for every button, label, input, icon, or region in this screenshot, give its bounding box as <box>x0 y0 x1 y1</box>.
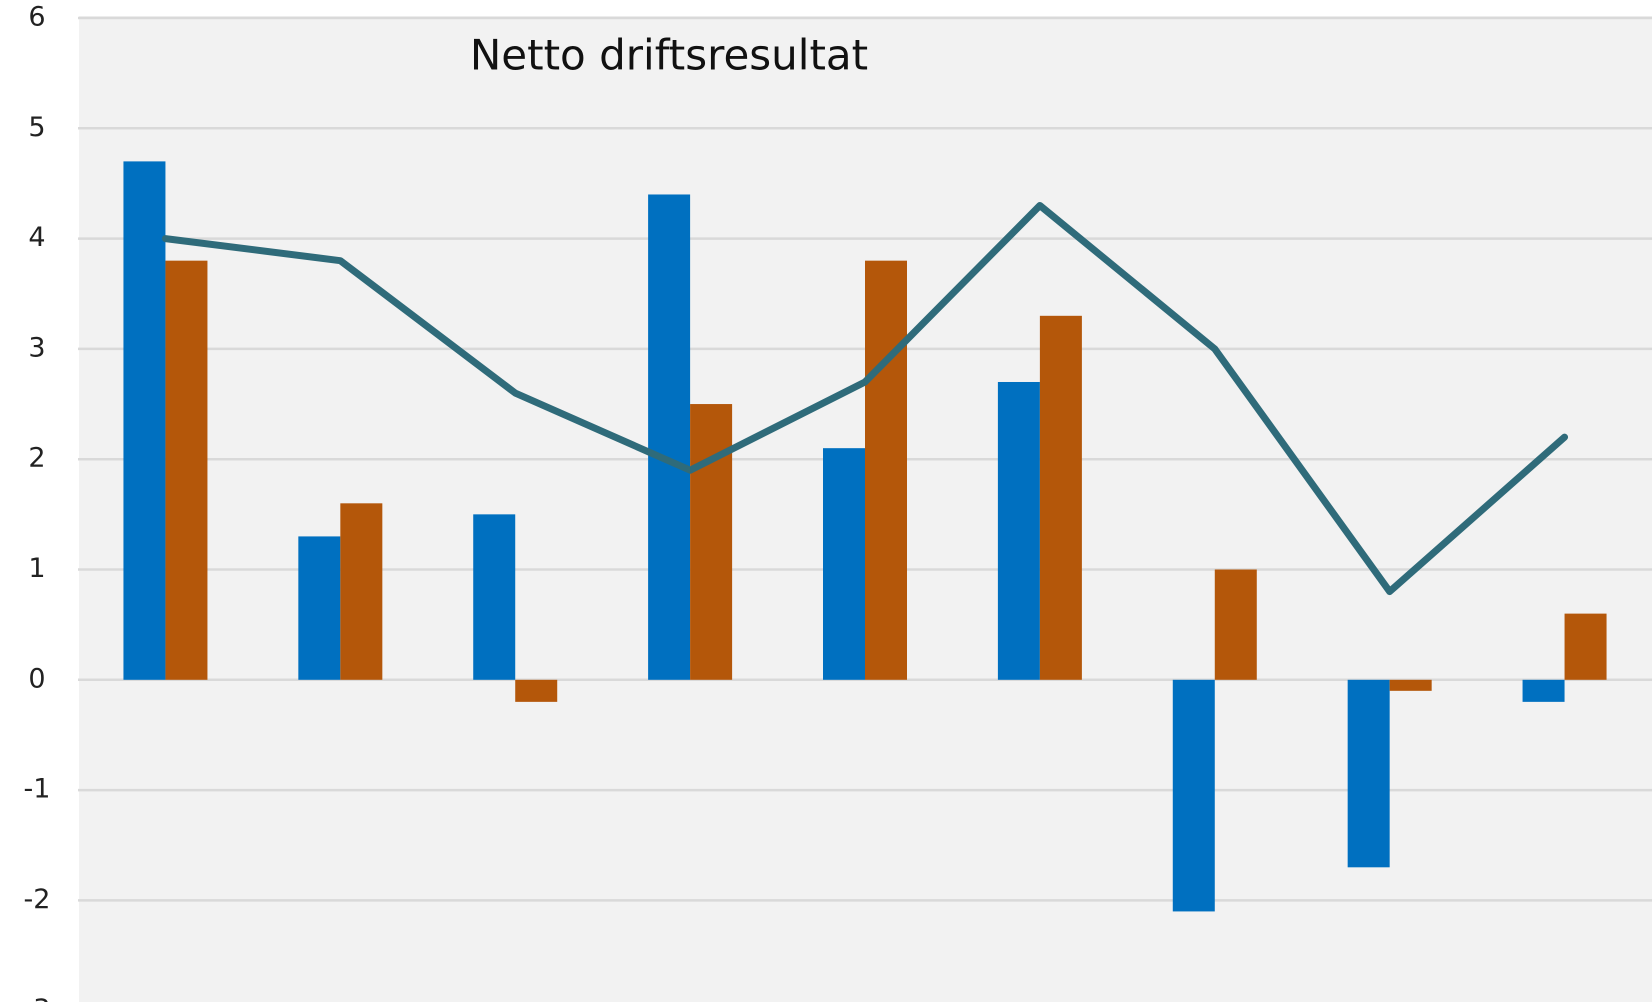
y-tick-label: 0 <box>28 663 45 694</box>
y-tick-label: 1 <box>28 553 45 584</box>
bar <box>1564 613 1607 680</box>
y-tick-label: 2 <box>28 443 45 474</box>
bar <box>165 260 208 680</box>
bar <box>690 404 733 680</box>
bar <box>123 161 166 680</box>
chart-title: Netto driftsresultat <box>470 31 868 80</box>
bar <box>823 448 865 680</box>
y-tick-label: 5 <box>28 112 45 143</box>
y-tick-label: -2 <box>24 884 51 915</box>
y-tick-label: -1 <box>24 774 51 805</box>
bar <box>1522 679 1565 702</box>
bar <box>865 260 907 680</box>
y-tick-label: 3 <box>28 332 45 363</box>
bar <box>1039 315 1082 680</box>
bar <box>1389 679 1432 691</box>
bar <box>1347 679 1390 868</box>
line-series <box>161 202 1569 596</box>
bar <box>997 381 1040 680</box>
bar <box>648 194 691 680</box>
y-tick-label: 6 <box>28 2 45 33</box>
y-tick-label: 4 <box>28 222 45 253</box>
bar <box>1214 569 1257 680</box>
bar <box>340 503 383 680</box>
bar <box>515 679 558 702</box>
bar <box>473 514 516 680</box>
bar <box>1172 679 1215 912</box>
bar <box>298 536 341 680</box>
y-tick-label: -3 <box>24 994 51 1002</box>
